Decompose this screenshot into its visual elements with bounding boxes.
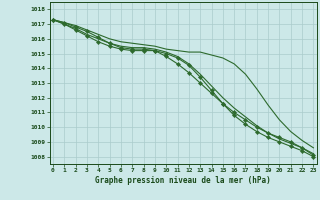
X-axis label: Graphe pression niveau de la mer (hPa): Graphe pression niveau de la mer (hPa): [95, 176, 271, 185]
